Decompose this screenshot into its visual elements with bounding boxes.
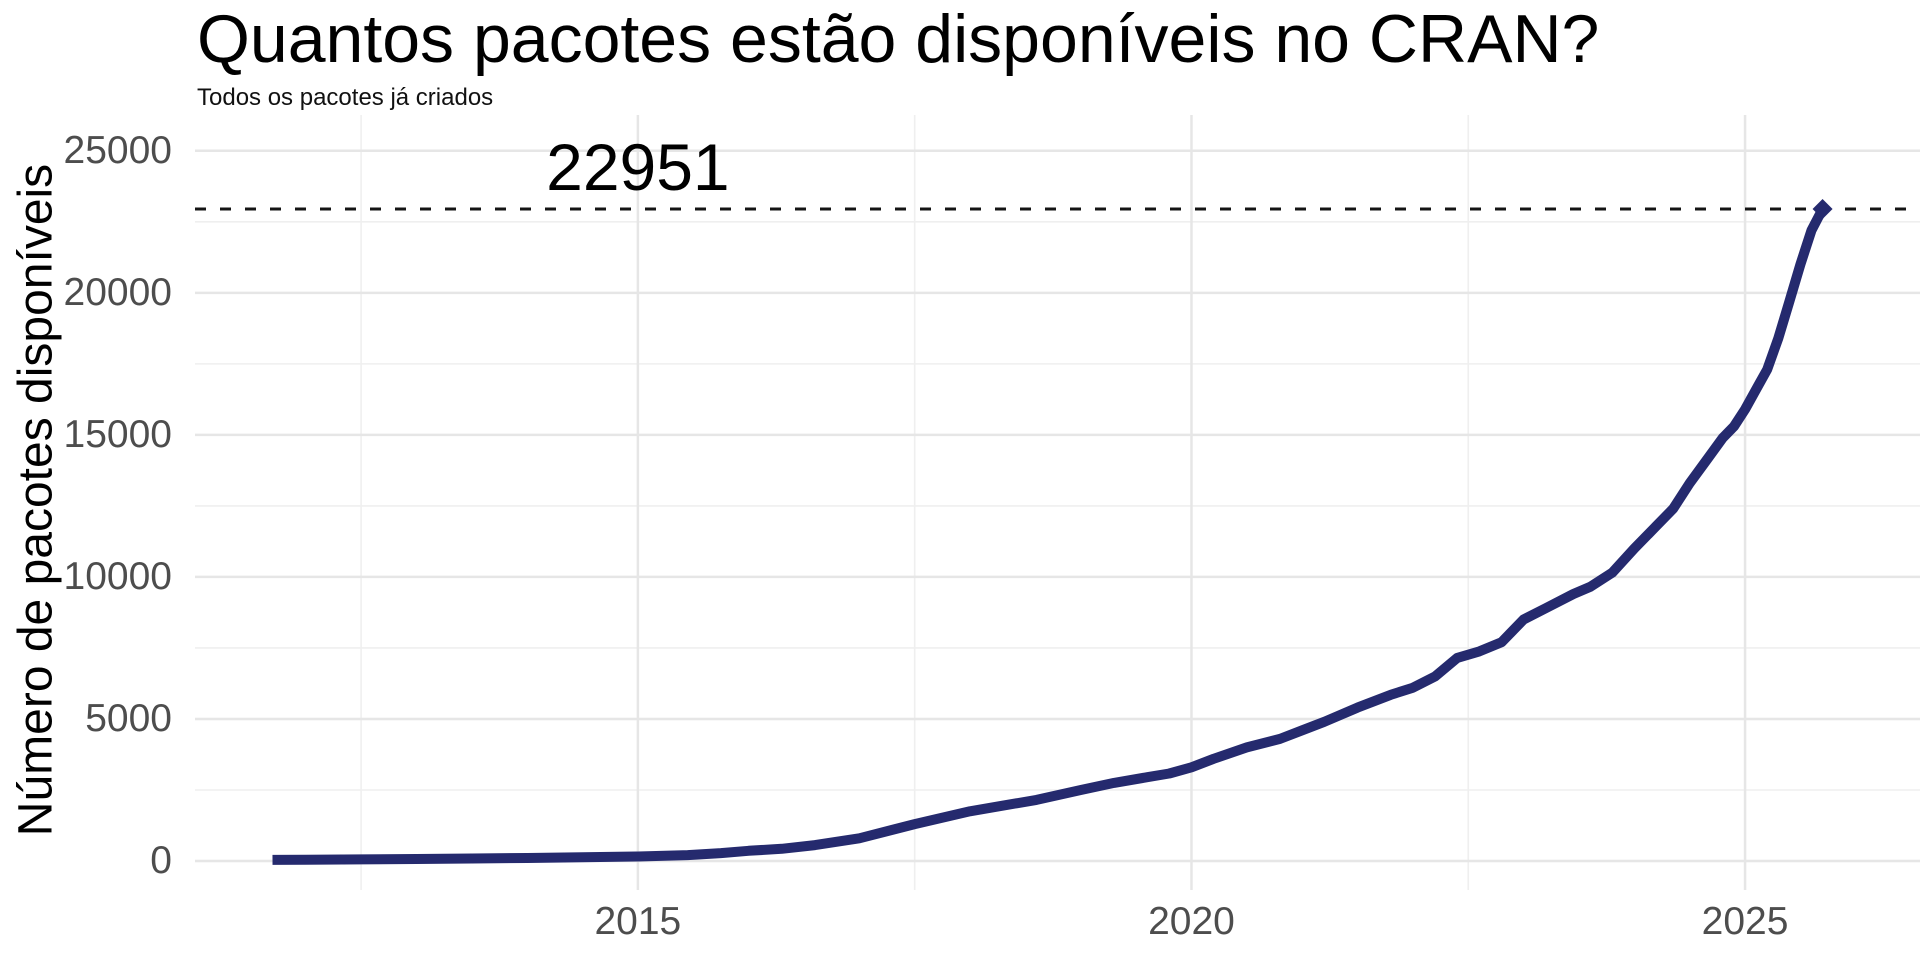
y-axis-title: Número de pacotes disponíveis: [9, 163, 63, 837]
y-tick-label: 0: [150, 839, 172, 883]
y-tick-label: 20000: [63, 270, 172, 314]
plot-panel: [195, 115, 1920, 890]
x-tick-label: 2020: [1148, 900, 1235, 943]
annotation-max-value-label: 22951: [546, 130, 730, 204]
x-tick-label: 2025: [1701, 900, 1789, 943]
y-tick-label: 25000: [63, 128, 172, 172]
y-tick-label: 10000: [63, 554, 172, 598]
x-tick-label: 2015: [594, 900, 682, 943]
series-endpoint-marker: [1812, 199, 1833, 220]
series-line: [272, 206, 1828, 865]
chart-subtitle: Todos os pacotes já criados: [197, 84, 494, 111]
chart-title: Quantos pacotes estão disponíveis no CRA…: [197, 1, 1600, 77]
y-tick-label: 5000: [85, 696, 172, 740]
y-tick-label: 15000: [63, 412, 172, 456]
